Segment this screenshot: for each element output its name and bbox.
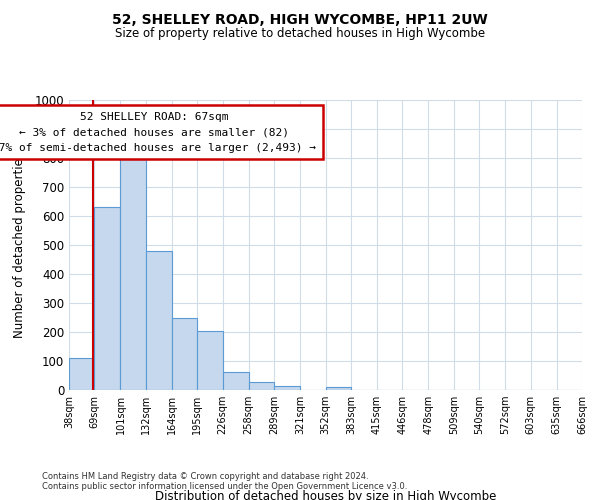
Bar: [121, 158, 146, 390]
Text: 52, SHELLEY ROAD, HIGH WYCOMBE, HP11 2UW: 52, SHELLEY ROAD, HIGH WYCOMBE, HP11 2UW: [112, 12, 488, 26]
Y-axis label: Number of detached properties: Number of detached properties: [13, 152, 26, 338]
Bar: [94, 208, 121, 390]
Bar: [223, 372, 249, 390]
Text: Contains HM Land Registry data © Crown copyright and database right 2024.: Contains HM Land Registry data © Crown c…: [42, 472, 368, 481]
Bar: [197, 330, 223, 390]
Bar: [326, 387, 351, 390]
X-axis label: Distribution of detached houses by size in High Wycombe: Distribution of detached houses by size …: [155, 490, 496, 500]
Bar: [249, 382, 274, 390]
Bar: [146, 251, 172, 390]
Bar: [274, 386, 300, 390]
Text: Size of property relative to detached houses in High Wycombe: Size of property relative to detached ho…: [115, 28, 485, 40]
Text: Contains public sector information licensed under the Open Government Licence v3: Contains public sector information licen…: [42, 482, 407, 491]
Text: 52 SHELLEY ROAD: 67sqm
← 3% of detached houses are smaller (82)
97% of semi-deta: 52 SHELLEY ROAD: 67sqm ← 3% of detached …: [0, 112, 316, 153]
Bar: [69, 358, 94, 390]
Bar: [172, 318, 197, 390]
